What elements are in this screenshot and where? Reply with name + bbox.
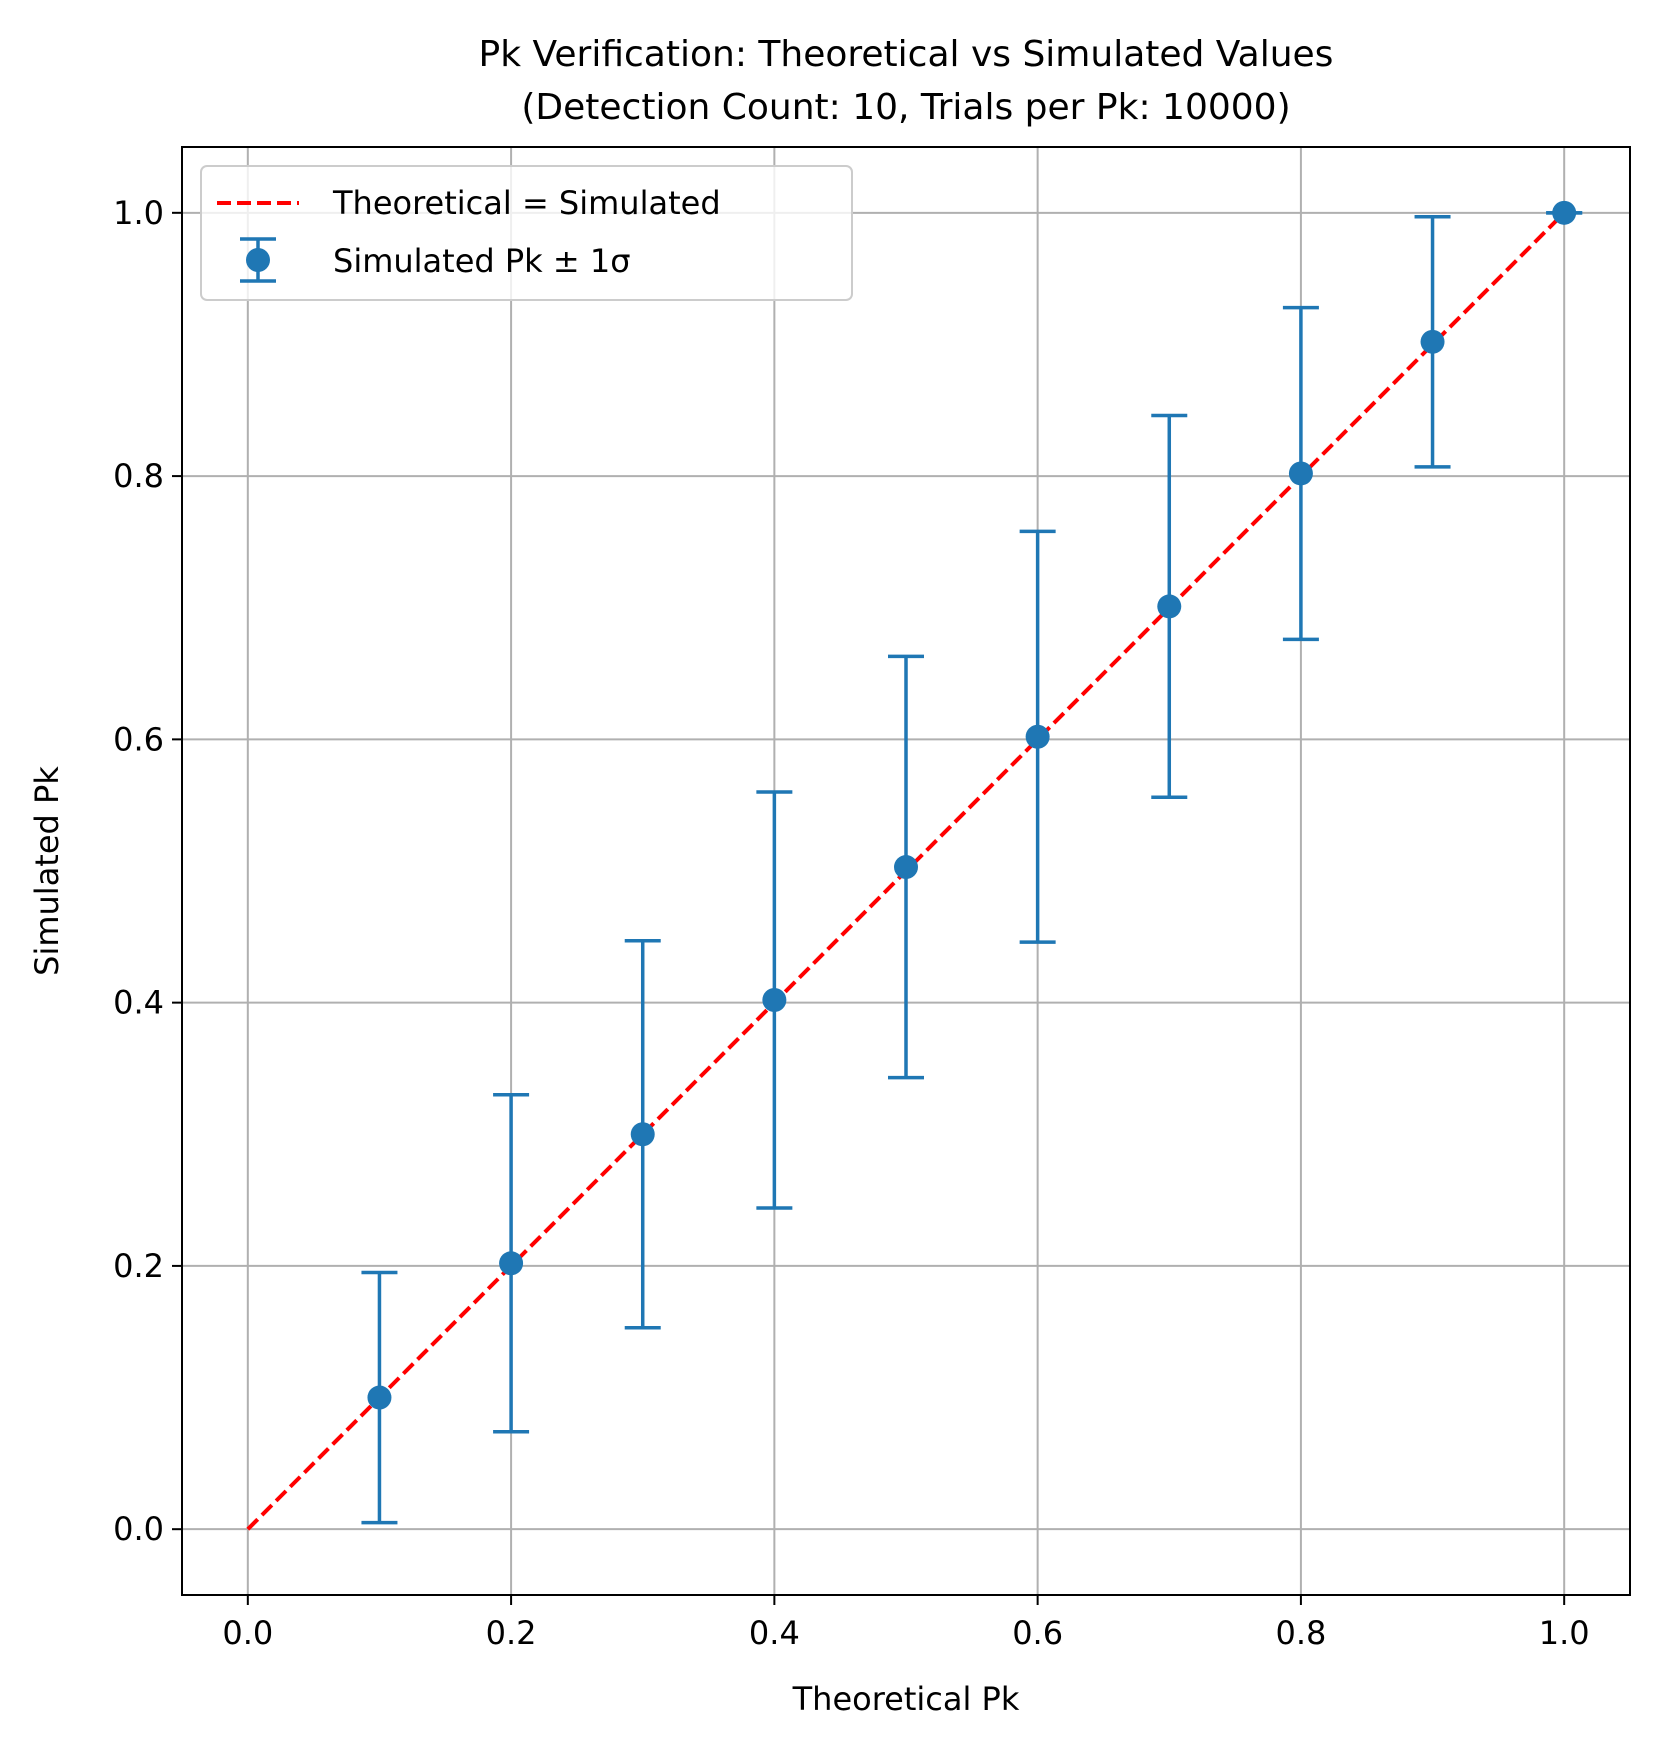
data-point: [1421, 330, 1445, 354]
y-tick-label: 1.0: [113, 194, 164, 232]
data-point: [367, 1386, 391, 1410]
x-axis-label: Theoretical Pk: [792, 1680, 1020, 1718]
legend-series-label: Simulated Pk ± 1σ: [333, 242, 631, 280]
data-point: [1289, 461, 1313, 485]
legend-reference-line-label: Theoretical = Simulated: [332, 184, 721, 222]
y-tick-label: 0.8: [113, 457, 164, 495]
data-point: [1026, 725, 1050, 749]
data-point: [499, 1251, 523, 1275]
y-tick-label: 0.4: [113, 984, 164, 1022]
x-tick-label: 0.6: [1012, 1614, 1063, 1652]
x-tick-label: 0.2: [486, 1614, 537, 1652]
data-point: [1552, 201, 1576, 225]
x-tick-label: 1.0: [1539, 1614, 1590, 1652]
y-tick-label: 0.2: [113, 1247, 164, 1285]
data-point: [894, 855, 918, 879]
x-tick-label: 0.4: [749, 1614, 800, 1652]
data-point: [1157, 594, 1181, 618]
x-tick-label: 0.0: [222, 1614, 273, 1652]
chart-subtitle: (Detection Count: 10, Trials per Pk: 100…: [521, 87, 1290, 128]
data-point: [762, 988, 786, 1012]
data-point: [631, 1122, 655, 1146]
y-axis-label: Simulated Pk: [28, 766, 66, 976]
y-tick-label: 0.6: [113, 720, 164, 758]
legend: Theoretical = Simulated Simulated Pk ± 1…: [201, 166, 852, 300]
legend-point-swatch: [246, 248, 270, 272]
chart-title: Pk Verification: Theoretical vs Simulate…: [479, 34, 1334, 75]
y-tick-label: 0.0: [113, 1510, 164, 1548]
x-tick-label: 0.8: [1275, 1614, 1326, 1652]
